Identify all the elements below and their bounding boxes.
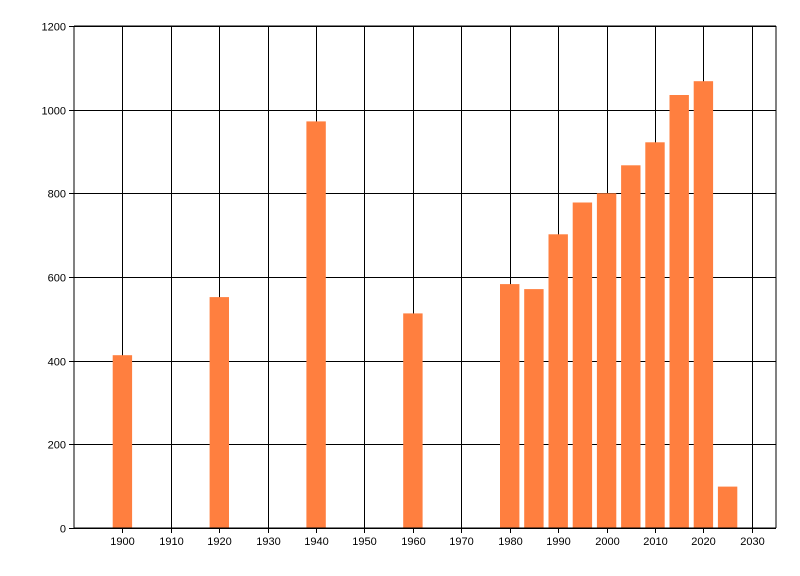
x-tick-label: 1920 bbox=[207, 536, 231, 548]
x-tick-label: 2000 bbox=[595, 536, 619, 548]
y-tick-label: 200 bbox=[48, 440, 66, 452]
x-tick-label: 1900 bbox=[110, 536, 134, 548]
bar bbox=[524, 289, 544, 528]
bar bbox=[112, 355, 133, 528]
bar bbox=[306, 121, 326, 529]
bar bbox=[572, 202, 593, 528]
x-tick-label: 2020 bbox=[691, 536, 715, 548]
y-tick-label: 0 bbox=[60, 524, 66, 536]
x-tick-label: 1910 bbox=[159, 536, 183, 548]
bar bbox=[596, 193, 617, 529]
x-tick-label: 1960 bbox=[401, 536, 425, 548]
x-tick-label: 1980 bbox=[498, 536, 522, 548]
x-tick-label: 1940 bbox=[304, 536, 328, 548]
y-tick-label: 400 bbox=[48, 357, 66, 369]
x-tick-label: 1990 bbox=[546, 536, 570, 548]
bar bbox=[621, 165, 641, 529]
axes bbox=[73, 26, 776, 529]
y-tick-label: 600 bbox=[48, 273, 66, 285]
bar bbox=[717, 486, 738, 528]
tick-labels: 0 200 400 600 800 1000 1200 1900 1910 1920 1930 194… bbox=[42, 22, 765, 549]
x-tick-label: 2030 bbox=[740, 536, 764, 548]
y-tick-label: 1000 bbox=[42, 106, 66, 118]
bar bbox=[403, 313, 423, 528]
x-tick-label: 2010 bbox=[643, 536, 667, 548]
y-tick-label: 800 bbox=[48, 189, 66, 201]
y-tick-label: 1200 bbox=[42, 22, 66, 34]
x-tick-label: 1970 bbox=[449, 536, 473, 548]
bar bbox=[645, 142, 665, 529]
bars bbox=[112, 81, 738, 529]
x-tick-label: 1930 bbox=[256, 536, 280, 548]
bar bbox=[500, 284, 520, 528]
bar bbox=[693, 81, 714, 528]
bar bbox=[669, 95, 689, 528]
bar bbox=[209, 297, 229, 528]
bar bbox=[548, 234, 568, 529]
x-tick-label: 1950 bbox=[352, 536, 376, 548]
